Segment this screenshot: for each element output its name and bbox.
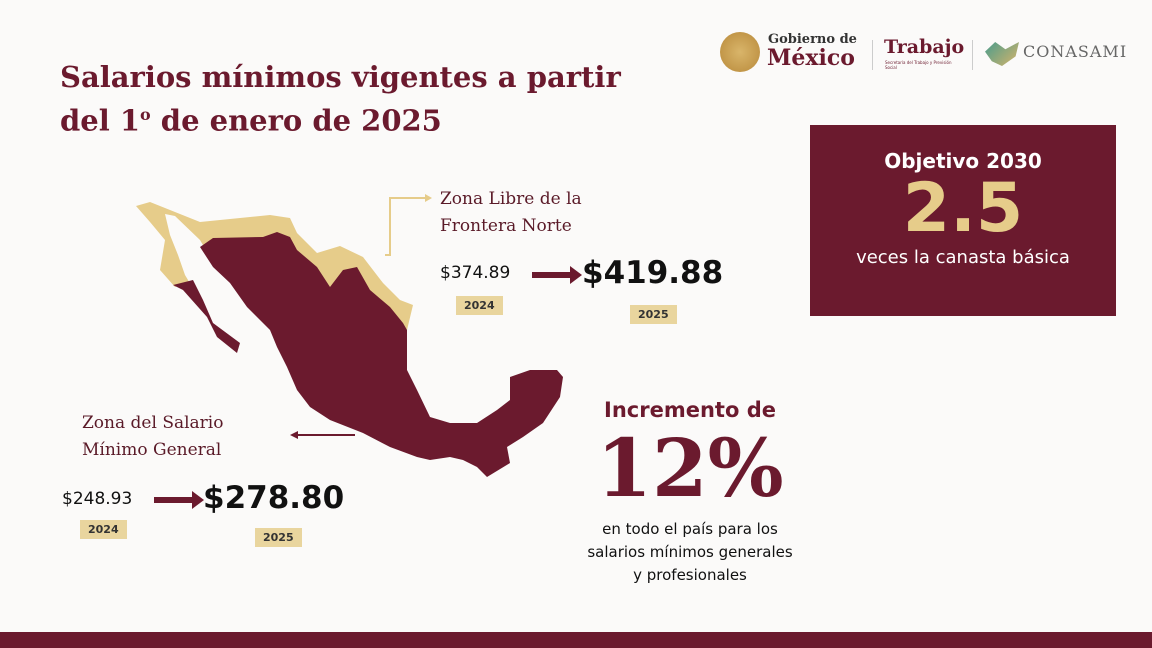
general-new-year: 2025 xyxy=(255,528,302,547)
general-old-value: $248.93 xyxy=(62,489,133,509)
logo-gobierno-de-mexico: Gobierno de México xyxy=(720,30,865,74)
label-line: Zona Libre de la xyxy=(440,189,582,209)
increase-line-1: en todo el país para los xyxy=(602,520,778,538)
increase-block: Incremento de 12% en todo el país para l… xyxy=(545,398,835,587)
arrow-right-icon xyxy=(532,266,582,284)
title-part: del 1 xyxy=(60,103,141,138)
frontera-new-value: $419.88 xyxy=(582,255,724,291)
increase-line-2: salarios mínimos generales xyxy=(587,543,793,561)
title-line-1: Salarios mínimos vigentes a partir xyxy=(60,60,621,94)
label-line: Frontera Norte xyxy=(440,216,572,236)
logo-trabajo: Trabajo xyxy=(884,36,965,58)
divider xyxy=(872,40,873,70)
title-line-2: del 1o de enero de 2025 xyxy=(60,96,621,140)
frontera-new-year: 2025 xyxy=(630,305,677,324)
title-part: de enero de 2025 xyxy=(150,103,442,138)
divider xyxy=(972,40,973,70)
increase-value: 12% xyxy=(596,421,784,515)
label-line: Zona del Salario xyxy=(82,413,224,433)
frontera-old-year: 2024 xyxy=(456,296,503,315)
general-label: Zona del Salario Mínimo General xyxy=(82,410,223,464)
coat-of-arms-icon xyxy=(720,32,760,72)
goal-value: 2.5 xyxy=(902,169,1024,248)
goal-box: Objetivo 2030 2.5 veces la canasta básic… xyxy=(810,125,1116,316)
general-new-value: $278.80 xyxy=(203,480,345,516)
map-region-mainland xyxy=(200,232,563,477)
arrow-right-icon xyxy=(154,491,204,509)
page-title: Salarios mínimos vigentes a partir del 1… xyxy=(60,58,621,140)
goal-caption: veces la canasta básica xyxy=(856,247,1070,268)
pointer-arrowhead xyxy=(290,431,298,439)
pointer-arrowhead xyxy=(425,194,432,202)
frontera-old-value: $374.89 xyxy=(440,263,511,283)
gobierno-bottom-text: México xyxy=(767,45,855,71)
gobierno-top-text: Gobierno de xyxy=(768,32,857,47)
frontera-pointer-line xyxy=(385,197,425,256)
increase-title: Incremento de xyxy=(604,398,776,422)
frontera-label: Zona Libre de la Frontera Norte xyxy=(440,186,582,240)
logo-conasami: CONASAMI xyxy=(1023,42,1128,61)
map-region-baja-sur xyxy=(173,280,240,353)
gulf-of-california xyxy=(165,214,260,340)
label-line: Mínimo General xyxy=(82,440,222,460)
bottom-bar xyxy=(0,632,1152,648)
goal-title: Objetivo 2030 xyxy=(884,149,1042,173)
general-old-year: 2024 xyxy=(80,520,127,539)
trabajo-subtitle: Secretaría del Trabajo y Previsión Socia… xyxy=(885,60,952,70)
increase-line-3: y profesionales xyxy=(633,566,747,584)
title-sup: o xyxy=(140,105,151,124)
